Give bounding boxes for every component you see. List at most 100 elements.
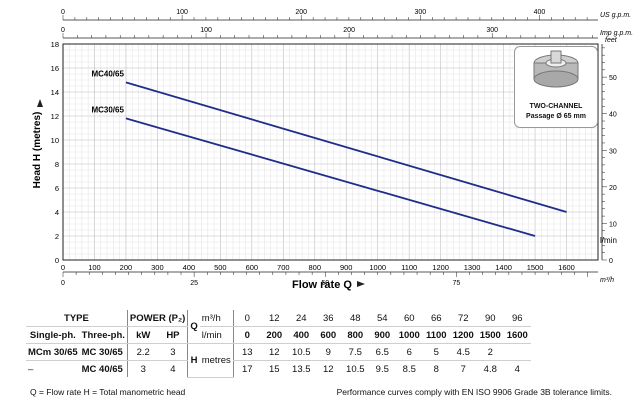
- hp-header: HP: [158, 326, 188, 344]
- y-axis-label: Head H (metres): [32, 112, 43, 189]
- y-tick-label: 6: [55, 184, 59, 193]
- y-tick-label: 0: [55, 256, 59, 265]
- q-m3h-cell: 96: [503, 310, 531, 327]
- y-tick-label: 12: [51, 112, 59, 121]
- m3h-axis-unit: m³/h: [600, 277, 614, 284]
- h-unit: metres: [199, 343, 234, 378]
- y-tick-label: 14: [51, 88, 59, 97]
- x-tick-label: 1300: [464, 263, 481, 272]
- x-tick-label: 900: [340, 263, 353, 272]
- hp-value: 4: [170, 363, 176, 375]
- feet-axis-label: 30: [609, 148, 617, 155]
- x-unit-label: l/min: [600, 236, 617, 245]
- table-row: – MC 40/65 3 4 17 15 13.5 12 10.5 9.5 8.…: [26, 360, 531, 377]
- us-gpm-axis-unit: US g.p.m.: [600, 12, 631, 19]
- h-letter: H: [187, 343, 200, 378]
- feet-axis-label: 40: [609, 112, 617, 119]
- m3h-axis-label: 0: [61, 280, 65, 287]
- single-ph-model: –: [28, 363, 34, 375]
- q-lmin-cell: 0: [232, 326, 261, 344]
- plot-frame: [62, 43, 599, 261]
- us-gpm-axis-label: 300: [415, 9, 427, 16]
- x-tick-label: 700: [277, 263, 290, 272]
- q-m3h-cell: 0: [232, 310, 261, 327]
- h-cell: 8.5: [402, 363, 416, 375]
- q-lmin-cell: 1000: [395, 326, 423, 344]
- h-cell: 12: [322, 363, 334, 375]
- h-cell: 6.5: [368, 343, 396, 361]
- series-line: [125, 81, 567, 213]
- y-tick-label: 18: [51, 40, 59, 49]
- h-cell: 15: [268, 363, 280, 375]
- y-tick-label: 10: [51, 136, 59, 145]
- feet-axis-label: 0: [609, 258, 613, 265]
- h-cell: 5: [422, 343, 450, 361]
- series-line: [125, 117, 536, 237]
- single-ph-header: Single-ph.: [26, 326, 80, 344]
- performance-table: TYPE POWER (P₂) Q m³/h 0 12 24 36 48 54 …: [26, 310, 531, 378]
- h-cell: [503, 343, 531, 361]
- feet-axis-unit: feet: [605, 37, 618, 44]
- q-m3h-cell: 48: [341, 310, 369, 327]
- imp-gpm-axis-label: 0: [61, 27, 65, 34]
- impeller-icon: [533, 50, 579, 88]
- x-tick-label: 400: [183, 263, 196, 272]
- imp-gpm-axis-label: 100: [200, 27, 212, 34]
- grid: [62, 43, 599, 261]
- x-tick-label: 500: [214, 263, 227, 272]
- table-header-row-2: Single-ph. Three-ph. kW HP l/min 0 200 4…: [26, 326, 531, 344]
- h-cell: 9.5: [375, 363, 389, 375]
- x-tick-label: 1600: [558, 263, 575, 272]
- q-lmin-cell: 1600: [503, 326, 531, 344]
- x-tick-label: 1500: [527, 263, 544, 272]
- q-lmin-cell: 1500: [476, 326, 504, 344]
- performance-curves: MC40/65 MC30/65: [91, 69, 567, 237]
- x-tick-label: 1000: [369, 263, 386, 272]
- q-m3h-cell: 36: [314, 310, 342, 327]
- x-tick-label: 1200: [432, 263, 449, 272]
- type-header: TYPE: [26, 310, 128, 327]
- q-m3h-cell: 12: [260, 310, 288, 327]
- series-label: MC30/65: [91, 105, 124, 114]
- x-tick-label: 1100: [401, 263, 417, 272]
- q-m3h-cell: 54: [368, 310, 396, 327]
- m3h-axis-label: 50: [321, 280, 329, 287]
- x-tick-label: 300: [151, 263, 164, 272]
- feet-axis-label: 10: [609, 221, 617, 228]
- footer-compliance: Performance curves comply with EN ISO 99…: [336, 387, 612, 397]
- h-cell: 4: [514, 363, 520, 375]
- x-tick-label: 0: [61, 263, 65, 272]
- q-lmin-cell: 600: [314, 326, 342, 344]
- three-ph-model: MC 30/65: [79, 343, 128, 361]
- feet-axis-label: 20: [609, 185, 617, 192]
- feet-axis-label: 50: [609, 75, 617, 82]
- x-axis-arrow-icon: [357, 281, 365, 287]
- x-tick-labels: 0 100 200 300 400 500 600 700 800 900 1000 1100 1200…: [61, 263, 575, 272]
- h-cell: 10.5: [287, 343, 315, 361]
- q-lmin-cell: 400: [287, 326, 315, 344]
- us-gpm-axis-label: 400: [534, 9, 546, 16]
- q-lmin-cell: 1100: [422, 326, 450, 344]
- kw-value: 2.2: [126, 343, 159, 361]
- inset-passage: Passage Ø 65 mm: [526, 113, 586, 120]
- kw-header: kW: [126, 326, 159, 344]
- h-cell: 12: [260, 343, 288, 361]
- q-m3h-cell: 60: [395, 310, 423, 327]
- footer-legend: Q = Flow rate H = Total manometric head: [30, 387, 186, 397]
- h-cell: 7: [460, 363, 466, 375]
- h-cell: 4.5: [449, 343, 477, 361]
- q-m3h-cell: 72: [449, 310, 477, 327]
- h-cell: 7.5: [341, 343, 369, 361]
- x-axis-label: Flow rate Q: [292, 279, 352, 291]
- h-cell: 13: [232, 343, 261, 361]
- y-tick-label: 8: [55, 160, 59, 169]
- three-ph-header: Three-ph.: [79, 326, 128, 344]
- x-tick-label: 200: [120, 263, 133, 272]
- q-m3h-unit: m³/h: [199, 310, 234, 327]
- q-m3h-cell: 90: [476, 310, 504, 327]
- y-axis-arrow-icon: [37, 99, 43, 107]
- hp-value: 3: [158, 343, 188, 361]
- q-lmin-cell: 800: [341, 326, 369, 344]
- y-tick-label: 4: [55, 208, 59, 217]
- h-cell: 17: [232, 360, 261, 377]
